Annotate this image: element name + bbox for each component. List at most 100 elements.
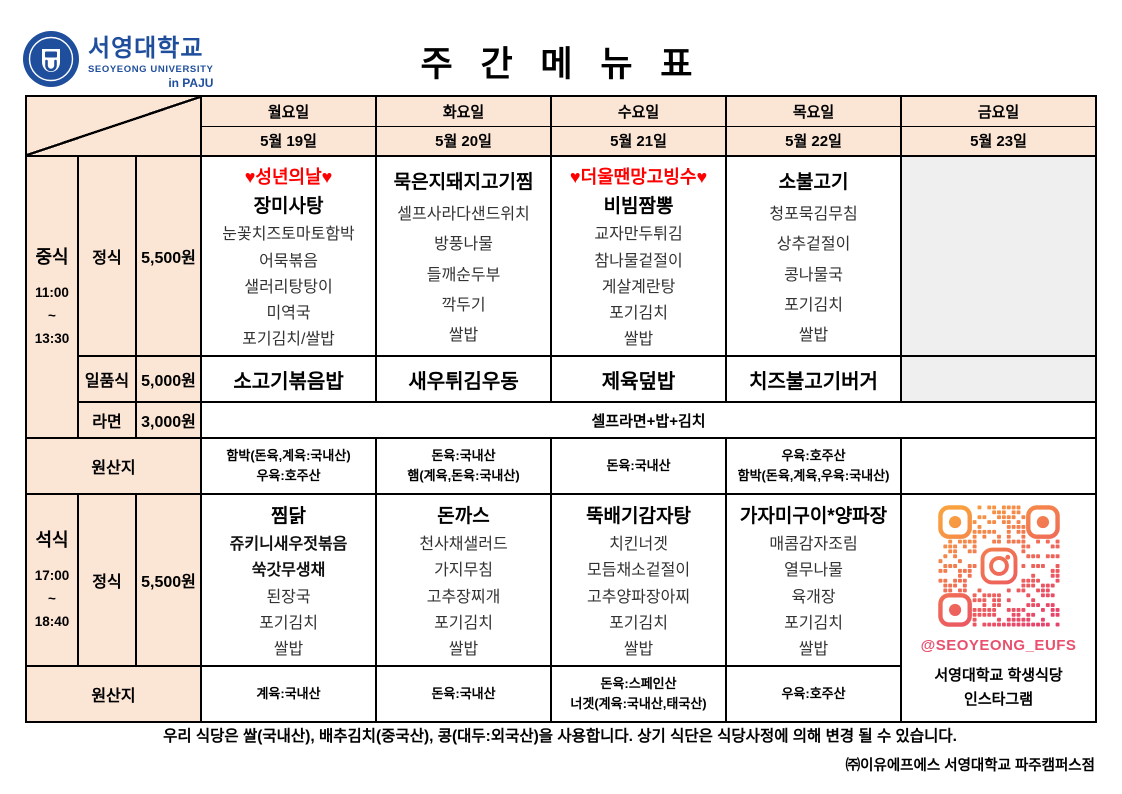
lunch-menu-monday: ♥성년의날♥ 장미사탕 눈꽃치즈토마토함박 어묵볶음 샐러리탕탕이 미역국 포기… — [200, 155, 378, 357]
lunch-tuesday-main-dish: 묵은지돼지고기찜 — [393, 172, 534, 194]
origin-line: 함박(돈육,계육,우육:국내산) — [737, 468, 890, 483]
menu-item: 고추장찌개 — [426, 588, 501, 606]
origin-line: 함박(돈육,계육:국내산) — [226, 447, 351, 463]
menu-item: 매콤감자조림 — [769, 536, 858, 554]
dinner-time-tilde: ~ — [48, 591, 56, 607]
day-header-tuesday: 화요일 — [375, 95, 553, 127]
lunch-label: 중식 — [35, 247, 69, 268]
menu-item: 샐러리탕탕이 — [244, 278, 333, 296]
dinner-origin-wednesday: 돈육:스페인산 너겟(계육:국내산,태국산) — [550, 665, 728, 723]
menu-item: 포기김치/쌀밥 — [242, 330, 335, 348]
university-campus: in PAJU — [168, 76, 214, 90]
menu-item: 포기김치 — [434, 614, 493, 632]
date-thursday: 5월 22일 — [725, 125, 903, 157]
menu-item: 쑥갓무생채 — [251, 562, 326, 580]
dinner-time-start: 17:00 — [34, 568, 70, 584]
menu-item: 쌀밥 — [798, 640, 829, 658]
dinner-thursday-main-dish: 가자미구이*양파장 — [739, 506, 888, 528]
dinner-section-cell: 석식 17:00 ~ 18:40 — [25, 493, 79, 667]
origin-line: 돈육:스페인산 — [600, 675, 677, 691]
menu-item: 청포묵김무침 — [769, 206, 858, 224]
university-name-en: SEOYEONG UNIVERSITY — [88, 64, 214, 75]
dinner-time-end: 18:40 — [34, 613, 70, 629]
ilpumsik-wednesday: 제육덮밥 — [550, 355, 728, 403]
origin-line: 너겟(계육:국내산,태국산) — [570, 696, 707, 711]
dinner-jeongsik-label: 정식 — [77, 493, 137, 667]
lunch-section-cell: 중식 11:00 ~ 13:30 — [25, 155, 79, 439]
origin-line: 우육:호주산 — [781, 685, 846, 701]
origin-line: 돈육:국내산 — [431, 685, 496, 701]
lunch-origin-label: 원산지 — [24, 437, 203, 495]
instagram-qr-code — [937, 504, 1060, 627]
dinner-origin-thursday: 우육:호주산 — [725, 665, 903, 723]
menu-item: 쌀밥 — [623, 330, 654, 348]
weekly-menu-table: 월요일 화요일 수요일 목요일 금요일 5월 19일 5월 20일 5월 21일… — [24, 95, 1098, 723]
menu-item: 쌀밥 — [448, 326, 479, 344]
dinner-menu-thursday: 가자미구이*양파장 매콤감자조림 열무나물 육개장 포기김치 쌀밥 — [725, 493, 903, 667]
lunch-wednesday-event: ♥더울땐망고빙수♥ — [569, 167, 708, 188]
dinner-time: 17:00 ~ 18:40 — [35, 565, 70, 634]
lunch-time-end: 13:30 — [34, 330, 70, 346]
date-monday: 5월 19일 — [200, 125, 378, 157]
menu-item: 게살계란탕 — [601, 278, 676, 296]
date-friday: 5월 23일 — [900, 125, 1098, 157]
university-logo: 서영대학교 SEOYEONG UNIVERSITY in PAJU — [22, 28, 213, 90]
menu-item: 쥬키니새우젓볶음 — [229, 536, 348, 554]
menu-item: 포기김치 — [784, 296, 843, 314]
date-tuesday: 5월 20일 — [375, 125, 553, 157]
ilpumsik-monday: 소고기볶음밥 — [200, 355, 378, 403]
day-header-thursday: 목요일 — [725, 95, 903, 127]
menu-item: 상추겉절이 — [776, 236, 851, 254]
lunch-thursday-main-dish: 소불고기 — [778, 172, 849, 194]
menu-item: 참나물겉절이 — [594, 252, 683, 270]
menu-item: 쌀밥 — [798, 326, 829, 344]
ilpumsik-price: 5,000원 — [134, 355, 203, 403]
menu-item: 포기김치 — [609, 304, 668, 322]
menu-item: 쌀밥 — [448, 640, 479, 658]
dinner-origin-monday: 계육:국내산 — [200, 665, 378, 723]
menu-item: 고추양파장아찌 — [587, 588, 691, 606]
ramen-price: 3,000원 — [134, 401, 203, 439]
menu-item: 포기김치 — [784, 614, 843, 632]
menu-item: 천사채샐러드 — [419, 536, 508, 554]
lunch-menu-friday-empty — [900, 155, 1098, 357]
instagram-handle: @SEOYEONG_EUFS — [920, 636, 1077, 654]
dinner-label: 석식 — [35, 530, 69, 551]
footer-company: ㈜이유에프에스 서영대학교 파주캠퍼스점 — [845, 758, 1095, 774]
university-emblem-icon — [23, 31, 79, 87]
dinner-menu-tuesday: 돈까스 천사채샐러드 가지무침 고추장찌개 포기김치 쌀밥 — [375, 493, 553, 667]
footer-notice: 우리 식당은 쌀(국내산), 배추김치(중국산), 콩(대두:외국산)을 사용합… — [163, 728, 957, 745]
dinner-jeongsik-price: 5,500원 — [134, 493, 203, 667]
lunch-time: 11:00 ~ 13:30 — [35, 282, 70, 351]
day-header-friday: 금요일 — [900, 95, 1098, 127]
ilpumsik-tuesday: 새우튀김우동 — [375, 355, 553, 403]
menu-item: 포기김치 — [609, 614, 668, 632]
menu-item: 쌀밥 — [273, 640, 304, 658]
origin-line: 우육:호주산 — [256, 468, 321, 483]
dinner-monday-main-dish: 찜닭 — [271, 506, 307, 528]
day-header-monday: 월요일 — [200, 95, 378, 127]
menu-item: 눈꽃치즈토마토함박 — [222, 226, 355, 244]
lunch-origin-tuesday: 돈육:국내산 햄(계육,돈육:국내산) — [375, 437, 553, 495]
lunch-origin-thursday: 우육:호주산 함박(돈육,계육,우육:국내산) — [725, 437, 903, 495]
lunch-jeongsik-label: 정식 — [77, 155, 137, 357]
menu-item: 포기김치 — [259, 614, 318, 632]
origin-line: 돈육:국내산 — [606, 457, 671, 473]
menu-item: 셀프사라다샌드위치 — [397, 206, 530, 224]
origin-line: 햄(계육,돈육:국내산) — [407, 468, 520, 483]
instagram-caption: 서영대학교 학생식당 인스타그램 — [934, 664, 1062, 712]
menu-item: 치킨너겟 — [609, 536, 668, 554]
lunch-origin-friday-empty — [900, 437, 1098, 495]
day-header-wednesday: 수요일 — [550, 95, 728, 127]
lunch-jeongsik-price: 5,500원 — [134, 155, 203, 357]
lunch-menu-thursday: 소불고기 청포묵김무침 상추겉절이 콩나물국 포기김치 쌀밥 — [725, 155, 903, 357]
menu-item: 들깨순두부 — [426, 266, 501, 284]
corner-cell — [24, 95, 203, 157]
menu-item: 육개장 — [791, 588, 836, 606]
lunch-time-tilde: ~ — [48, 308, 56, 324]
lunch-menu-wednesday: ♥더울땐망고빙수♥ 비빔짬뽕 교자만두튀김 참나물겉절이 게살계란탕 포기김치 … — [550, 155, 728, 357]
lunch-monday-main-dish: 장미사탕 — [253, 196, 324, 218]
lunch-wednesday-main-dish: 비빔짬뽕 — [603, 196, 674, 218]
ramen-label: 라면 — [77, 401, 137, 439]
